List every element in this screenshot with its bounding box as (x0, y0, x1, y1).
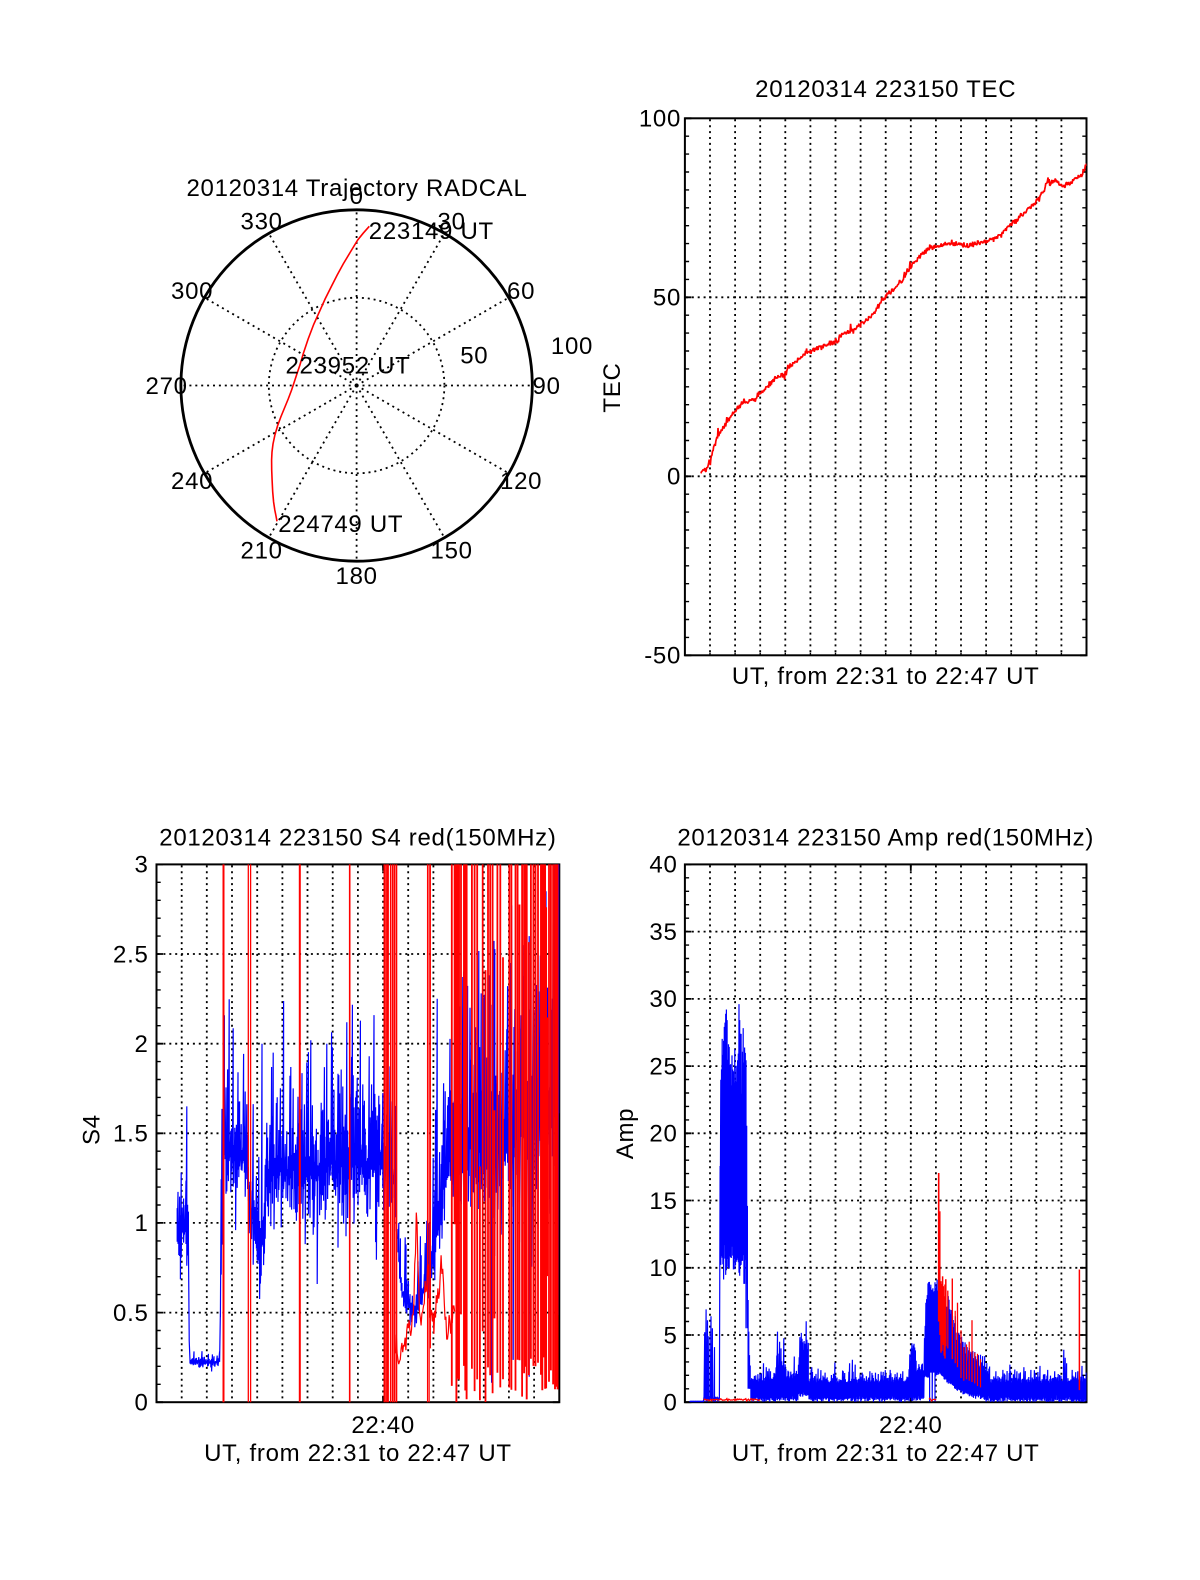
svg-text:50: 50 (653, 285, 681, 312)
svg-text:0: 0 (667, 464, 681, 491)
svg-text:60: 60 (507, 278, 535, 305)
svg-text:240: 240 (171, 468, 213, 495)
svg-text:Amp: Amp (612, 1108, 639, 1159)
svg-text:50: 50 (460, 343, 488, 370)
svg-text:-50: -50 (644, 643, 681, 670)
svg-text:UT, from 22:31 to 22:47 UT: UT, from 22:31 to 22:47 UT (204, 1440, 512, 1467)
svg-text:0: 0 (350, 183, 364, 210)
svg-text:223952 UT: 223952 UT (286, 352, 411, 379)
svg-text:1: 1 (134, 1210, 148, 1237)
svg-text:UT, from 22:31 to 22:47 UT: UT, from 22:31 to 22:47 UT (732, 1440, 1040, 1467)
svg-text:100: 100 (639, 106, 681, 133)
svg-text:15: 15 (649, 1188, 677, 1215)
svg-text:S4: S4 (79, 1114, 106, 1145)
svg-text:25: 25 (649, 1053, 677, 1080)
svg-text:0: 0 (134, 1390, 148, 1417)
svg-text:224749 UT: 224749 UT (278, 511, 403, 538)
svg-text:0.5: 0.5 (113, 1300, 148, 1327)
svg-text:90: 90 (533, 373, 561, 400)
svg-text:1.5: 1.5 (113, 1121, 148, 1148)
svg-text:5: 5 (663, 1322, 677, 1349)
svg-text:30: 30 (438, 208, 466, 235)
svg-text:2: 2 (134, 1031, 148, 1058)
svg-text:20: 20 (649, 1121, 677, 1148)
svg-text:330: 330 (241, 208, 283, 235)
svg-text:20120314 223150 TEC: 20120314 223150 TEC (755, 76, 1016, 103)
svg-text:120: 120 (500, 468, 542, 495)
svg-text:300: 300 (171, 278, 213, 305)
svg-text:20120314 223150 S4 red(150MHz): 20120314 223150 S4 red(150MHz) (159, 825, 556, 852)
svg-text:40: 40 (649, 852, 677, 879)
svg-text:TEC: TEC (599, 362, 626, 412)
svg-text:22:40: 22:40 (879, 1412, 943, 1439)
svg-text:270: 270 (146, 373, 188, 400)
svg-text:20120314 Trajectory RADCAL: 20120314 Trajectory RADCAL (186, 175, 527, 202)
svg-text:20120314 223150 Amp red(150MHz: 20120314 223150 Amp red(150MHz) (677, 825, 1094, 852)
svg-text:35: 35 (649, 919, 677, 946)
svg-text:100: 100 (551, 333, 593, 360)
svg-text:2.5: 2.5 (113, 941, 148, 968)
svg-text:210: 210 (241, 537, 283, 564)
svg-text:180: 180 (336, 563, 378, 590)
svg-text:223149 UT: 223149 UT (369, 218, 494, 245)
svg-text:150: 150 (431, 537, 473, 564)
svg-text:3: 3 (134, 852, 148, 879)
svg-text:22:40: 22:40 (351, 1412, 415, 1439)
svg-text:10: 10 (649, 1255, 677, 1282)
svg-text:30: 30 (649, 986, 677, 1013)
svg-text:0: 0 (663, 1390, 677, 1417)
svg-text:UT, from 22:31 to 22:47 UT: UT, from 22:31 to 22:47 UT (732, 663, 1040, 690)
